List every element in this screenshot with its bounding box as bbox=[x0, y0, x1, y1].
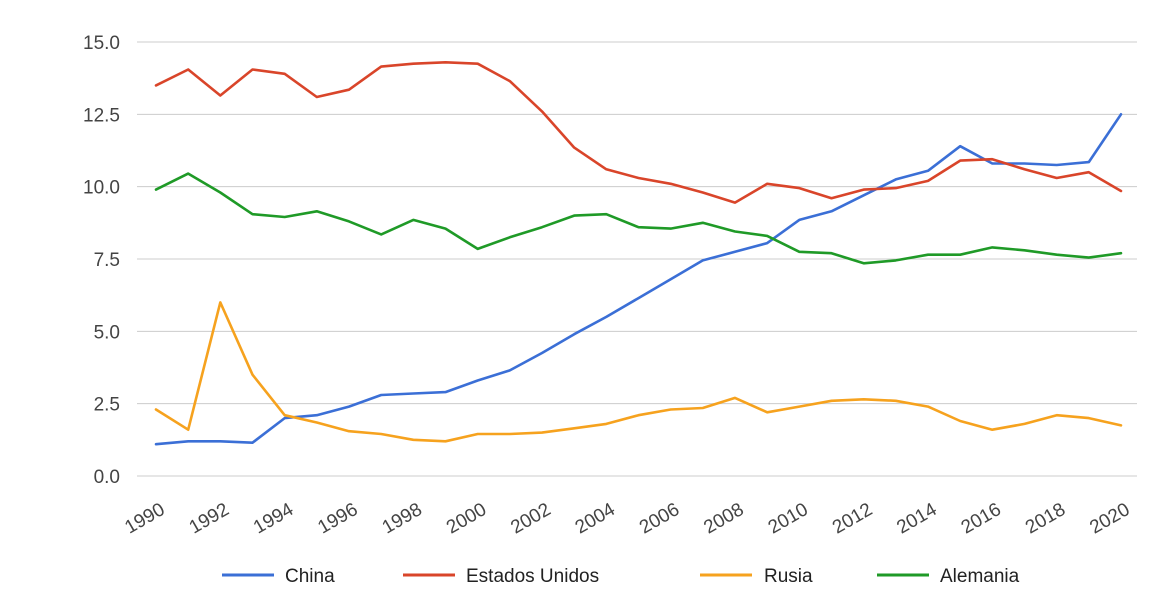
legend: China Estados Unidos Rusia Alemania bbox=[222, 566, 1020, 587]
legend-label: China bbox=[285, 566, 335, 587]
x-tick-label: 2002 bbox=[507, 499, 554, 538]
legend-label: Rusia bbox=[764, 566, 813, 587]
legend-item-china: China bbox=[222, 566, 335, 587]
y-axis-tick-labels: 0.0 2.5 5.0 7.5 10.0 12.5 15.0 bbox=[83, 33, 120, 488]
x-tick-label: 2018 bbox=[1022, 499, 1069, 538]
x-tick-label: 2010 bbox=[765, 499, 812, 538]
x-tick-label: 1992 bbox=[186, 499, 233, 538]
y-tick-label: 0.0 bbox=[94, 467, 120, 488]
x-tick-label: 1996 bbox=[314, 499, 361, 538]
x-tick-label: 2012 bbox=[829, 499, 876, 538]
series-line-estados-unidos bbox=[154, 60, 1123, 204]
x-tick-label: 2020 bbox=[1086, 499, 1133, 538]
y-tick-label: 12.5 bbox=[83, 105, 120, 126]
legend-item-alemania: Alemania bbox=[877, 566, 1020, 587]
x-tick-label: 2004 bbox=[572, 499, 619, 539]
x-tick-label: 2000 bbox=[443, 499, 490, 538]
x-axis-tick-labels: 1990 1992 1994 1996 1998 2000 2002 2004 2006 2008… bbox=[121, 499, 1133, 539]
y-tick-label: 2.5 bbox=[94, 395, 120, 416]
legend-item-estados-unidos: Estados Unidos bbox=[403, 566, 599, 587]
series-line-china bbox=[154, 113, 1123, 446]
legend-label: Estados Unidos bbox=[466, 566, 599, 587]
x-tick-label: 2006 bbox=[636, 499, 683, 538]
legend-item-rusia: Rusia bbox=[700, 566, 813, 587]
x-tick-label: 2014 bbox=[893, 499, 940, 539]
series-lines bbox=[154, 60, 1123, 446]
y-tick-label: 10.0 bbox=[83, 178, 120, 199]
x-tick-label: 1990 bbox=[121, 499, 168, 538]
legend-label: Alemania bbox=[940, 566, 1020, 587]
y-tick-label: 5.0 bbox=[94, 322, 120, 343]
series-line-rusia bbox=[154, 301, 1123, 443]
x-tick-label: 1994 bbox=[250, 499, 297, 539]
x-tick-label: 1998 bbox=[379, 499, 426, 538]
y-gridlines bbox=[137, 41, 1137, 477]
x-tick-label: 2016 bbox=[958, 499, 1005, 538]
y-tick-label: 15.0 bbox=[83, 33, 120, 54]
y-tick-label: 7.5 bbox=[94, 250, 120, 271]
series-line-alemania bbox=[154, 172, 1123, 265]
x-tick-label: 2008 bbox=[700, 499, 747, 538]
